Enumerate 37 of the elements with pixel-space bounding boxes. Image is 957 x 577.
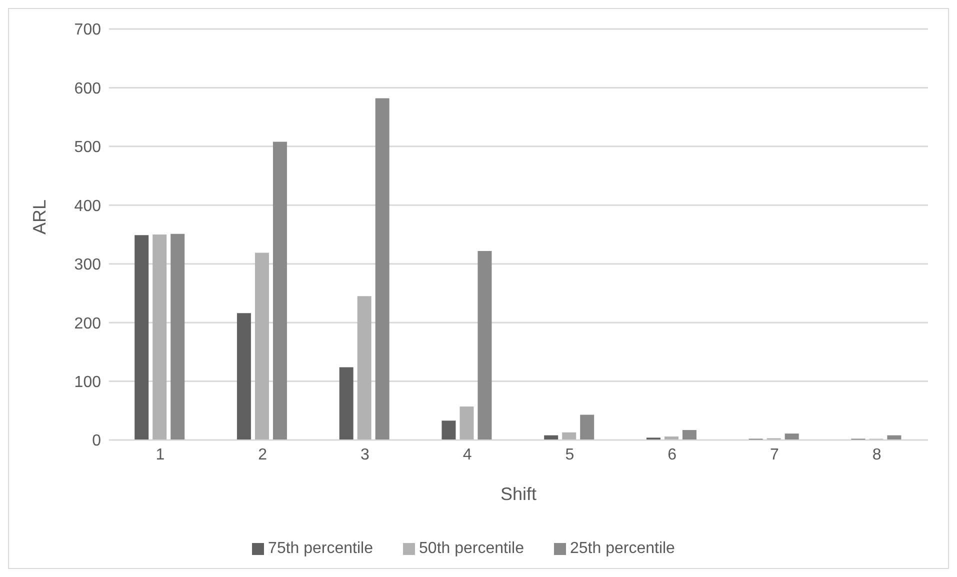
bar [170,234,185,440]
bar [254,252,269,440]
bar [152,234,167,440]
x-tick-label: 6 [668,446,677,464]
bar [580,414,594,440]
y-tick-label: 500 [74,139,102,156]
bar [357,296,372,440]
bar [134,235,149,440]
x-tick-label: 3 [360,446,370,464]
bar [272,142,287,440]
y-tick-label: 400 [74,198,102,215]
bar [442,420,456,440]
y-tick-label: 300 [74,256,102,274]
bar [784,434,799,440]
y-tick-label: 100 [74,374,102,391]
bar [339,367,354,440]
bar [478,250,492,440]
bar [375,98,390,440]
legend-label: 25th percentile [570,540,675,557]
x-tick-label: 4 [462,446,472,464]
x-tick-label: 2 [258,446,268,464]
y-tick-label: 700 [74,22,102,39]
x-tick-label: 5 [565,446,574,464]
y-tick-label: 200 [74,315,102,332]
bar [236,313,251,440]
bar [562,432,576,440]
legend-label: 50th percentile [419,540,524,557]
legend-label: 75th percentile [268,540,374,557]
x-tick-label: 7 [770,446,779,464]
bar [682,430,696,440]
x-axis-title: Shift [500,484,537,504]
bar [460,406,474,440]
y-tick-label: 600 [74,80,102,98]
x-tick-label: 8 [872,446,882,464]
y-tick-label: 0 [92,432,102,450]
x-tick-label: 1 [156,446,165,464]
y-axis-title: ARL [29,199,50,234]
